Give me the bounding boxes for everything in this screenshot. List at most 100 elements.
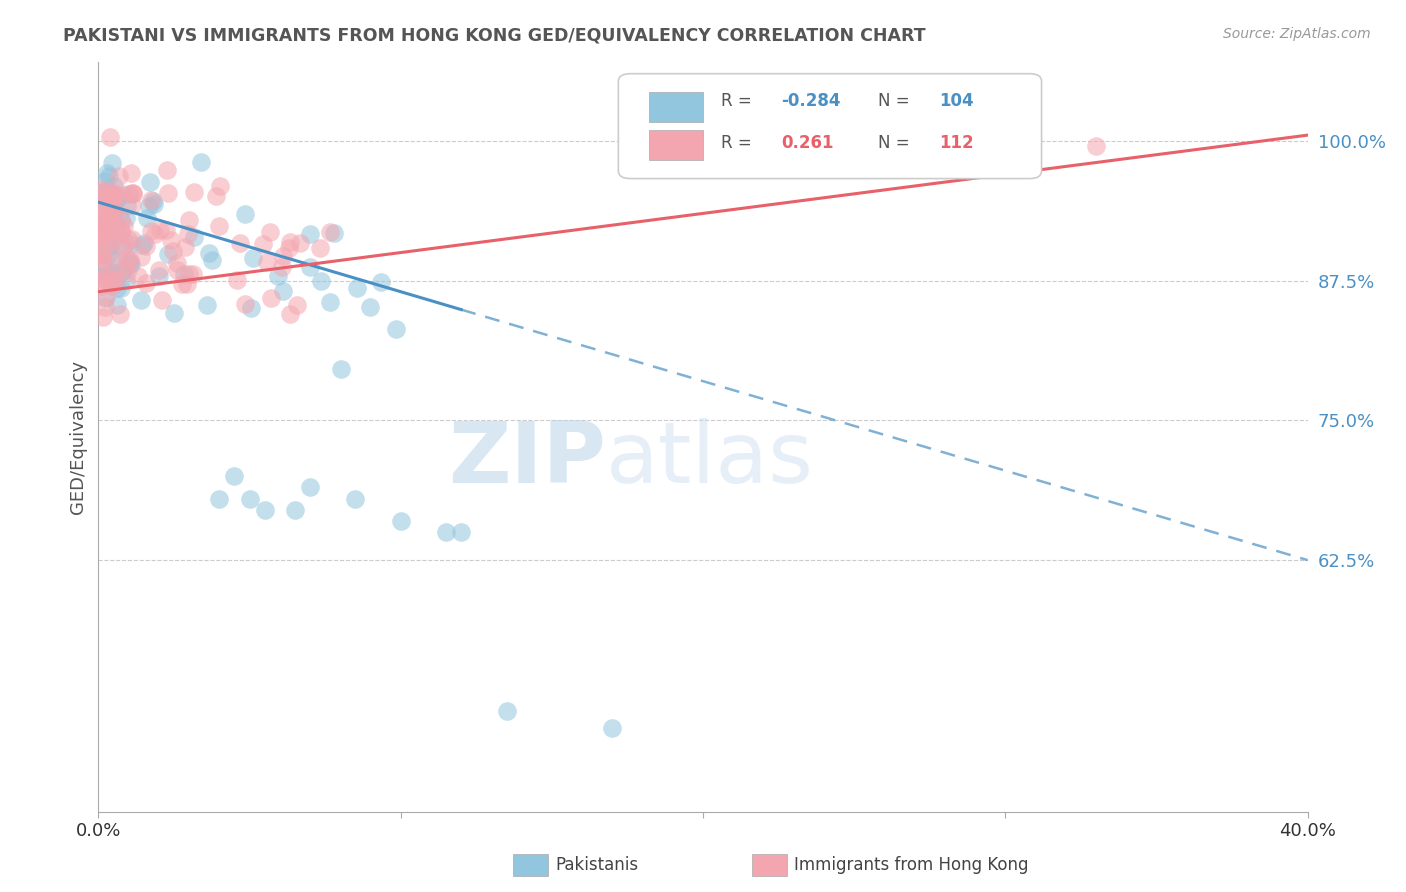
Point [270,260,292,274]
Point [173,240,195,254]
Point [103,186,125,201]
FancyBboxPatch shape [619,74,1042,178]
Point [225,273,247,287]
Point [110,223,132,237]
Point [284,502,307,516]
Point [93,213,115,227]
Point [94,268,117,283]
Point [148,263,170,277]
Point [89,202,111,216]
Point [273,284,295,298]
Point [96,183,118,197]
Point [344,491,367,506]
Point [138,198,160,212]
Point [105,227,128,242]
Point [256,254,278,268]
Point [108,307,131,321]
Point [127,269,149,284]
Point [162,244,184,259]
Text: R =: R = [721,134,762,152]
Point [242,251,264,265]
Point [101,219,124,234]
Point [495,704,517,718]
Point [118,233,141,247]
Point [118,186,141,201]
Point [89,272,111,286]
Point [89,186,111,201]
Point [229,236,252,251]
Point [89,182,111,196]
Point [111,264,134,278]
Point [100,238,122,252]
Point [100,199,122,213]
Point [166,263,188,277]
Point [97,223,120,237]
Point [89,217,111,231]
Point [209,178,232,193]
Point [260,292,283,306]
Point [91,272,114,286]
Point [96,166,118,180]
Point [90,248,112,262]
Point [224,469,246,483]
Point [120,166,142,180]
Point [96,235,118,250]
Point [117,199,139,213]
Point [118,236,141,251]
Text: atlas: atlas [606,418,814,501]
Point [105,298,128,312]
Point [208,219,231,233]
Point [278,307,301,321]
Point [163,306,186,320]
Point [90,247,112,261]
Point [98,169,121,184]
Point [195,298,218,312]
Point [115,211,138,226]
Point [93,174,115,188]
Point [135,239,157,253]
Point [100,201,122,215]
Point [166,256,188,270]
Bar [648,130,703,160]
Point [100,191,122,205]
Point [97,239,120,253]
Point [118,254,141,268]
Point [104,206,127,220]
Point [134,235,156,250]
Point [89,210,111,224]
Point [94,300,117,314]
Point [97,212,120,227]
Point [204,189,226,203]
Point [110,224,132,238]
Point [96,290,118,304]
Point [104,248,127,262]
Point [101,186,124,201]
Point [319,295,342,310]
Point [121,186,143,200]
Text: Immigrants from Hong Kong: Immigrants from Hong Kong [794,856,1029,874]
Point [136,211,159,225]
Point [118,257,141,271]
Point [1085,139,1108,153]
Point [89,233,111,247]
Text: PAKISTANI VS IMMIGRANTS FROM HONG KONG GED/EQUIVALENCY CORRELATION CHART: PAKISTANI VS IMMIGRANTS FROM HONG KONG G… [63,27,927,45]
Y-axis label: GED/Equivalency: GED/Equivalency [69,360,87,514]
Point [101,194,124,209]
Text: -0.284: -0.284 [782,93,841,111]
Point [112,219,135,233]
Point [111,187,134,202]
Point [259,225,281,239]
Point [91,310,114,325]
Point [91,253,114,268]
Point [156,163,179,178]
Point [103,178,125,193]
Point [90,278,112,293]
Point [152,293,174,307]
Point [104,217,127,231]
Point [177,267,200,281]
Point [330,361,353,376]
Point [190,155,212,169]
Point [143,197,166,211]
Point [201,252,224,267]
Point [93,214,115,228]
